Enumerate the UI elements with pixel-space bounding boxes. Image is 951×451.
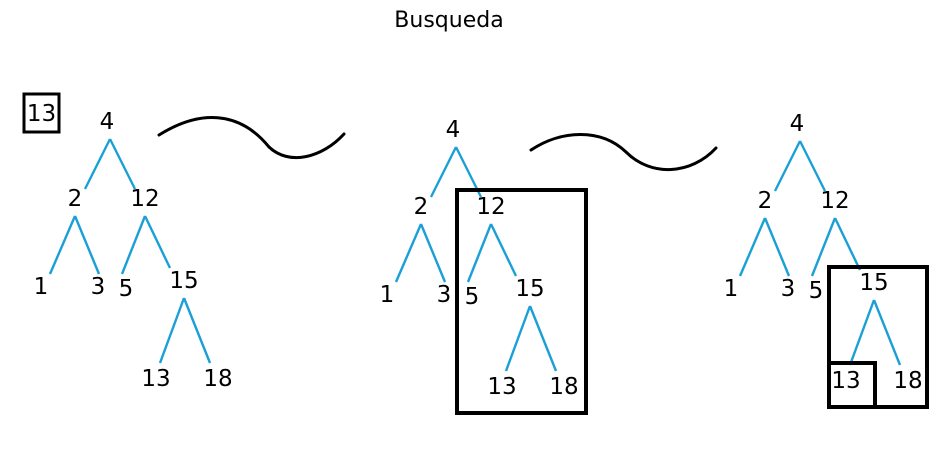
tree-edge-4-2 (429, 146, 458, 198)
tree-node-2: 2 (414, 194, 429, 220)
tree-edge-12-5 (810, 217, 837, 277)
tree-node-1: 1 (380, 282, 395, 308)
tree-edge-12-5 (466, 223, 493, 283)
tree-edge-15-13 (848, 299, 876, 366)
tree-node-4: 4 (100, 109, 115, 135)
diagram-title: Busqueda (394, 8, 503, 33)
tree-node-1: 1 (34, 274, 49, 300)
tree-edge-15-18 (182, 297, 212, 364)
tree-node-15: 15 (169, 268, 198, 294)
tree-edge-15-13 (504, 305, 532, 372)
tree-edge-2-1 (48, 215, 77, 275)
tree-edge-12-15 (143, 215, 172, 269)
transition-wave-1 (157, 116, 346, 160)
tree-edge-2-3 (763, 217, 791, 277)
tree-edge-4-12 (798, 140, 827, 192)
tree-node-12: 12 (130, 186, 159, 212)
tree-edge-4-12 (108, 138, 137, 190)
tree-node-2: 2 (68, 186, 83, 212)
tree-node-5: 5 (809, 278, 824, 304)
tree-node-18: 18 (549, 374, 578, 400)
tree-node-5: 5 (465, 284, 480, 310)
tree-node-15: 15 (515, 276, 544, 302)
tree-edge-4-2 (83, 138, 112, 190)
tree-node-12: 12 (476, 194, 505, 220)
tree-node-18: 18 (893, 368, 922, 394)
tree-edge-12-5 (120, 215, 147, 275)
tree-node-12: 12 (820, 188, 849, 214)
highlight-box-12 (455, 188, 588, 415)
tree-edge-15-18 (528, 305, 558, 372)
tree-node-5: 5 (119, 276, 134, 302)
tree-edge-2-1 (738, 217, 767, 277)
tree-edge-2-3 (73, 215, 101, 275)
tree-node-13: 13 (831, 368, 860, 394)
search-value: 13 (27, 101, 56, 127)
tree-edge-2-3 (419, 223, 447, 283)
tree-node-13: 13 (141, 366, 170, 392)
tree-edge-4-2 (773, 140, 802, 192)
tree-node-4: 4 (446, 117, 461, 143)
tree-node-2: 2 (758, 188, 773, 214)
search-value-box (22, 92, 61, 134)
tree-node-15: 15 (859, 270, 888, 296)
tree-edge-15-13 (158, 297, 186, 364)
tree-node-18: 18 (203, 366, 232, 392)
tree-node-3: 3 (781, 276, 796, 302)
tree-node-1: 1 (724, 276, 739, 302)
highlight-box-13 (827, 361, 877, 409)
tree-node-4: 4 (790, 111, 805, 137)
highlight-box-15 (827, 265, 929, 409)
transition-wave-2 (529, 133, 718, 172)
tree-node-3: 3 (437, 282, 452, 308)
tree-edge-12-15 (489, 223, 518, 277)
tree-edge-12-15 (833, 217, 862, 271)
tree-edge-2-1 (394, 223, 423, 283)
tree-edge-15-18 (872, 299, 902, 366)
tree-node-13: 13 (487, 374, 516, 400)
tree-node-3: 3 (91, 274, 106, 300)
